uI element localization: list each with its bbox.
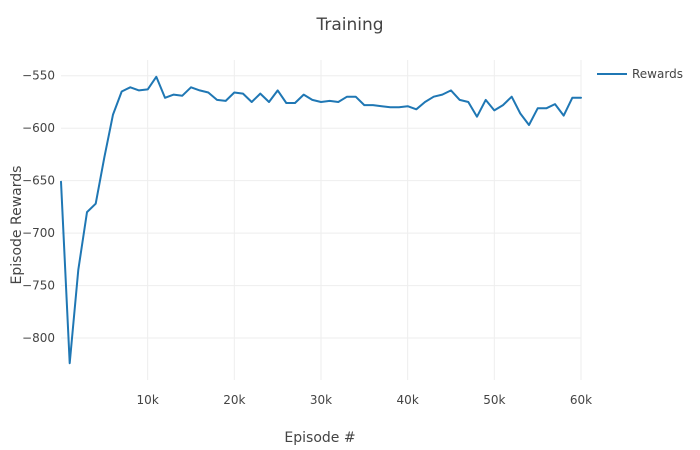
x-tick-label: 50k xyxy=(483,393,505,407)
x-tick-label: 20k xyxy=(223,393,245,407)
y-tick-label: −650 xyxy=(22,174,55,188)
y-tick-label: −800 xyxy=(22,331,55,345)
chart-title: Training xyxy=(315,15,383,35)
y-axis-ticks: −800 −750 −700 −650 −600 −550 xyxy=(22,69,55,345)
legend[interactable]: Rewards xyxy=(597,67,683,81)
legend-label: Rewards xyxy=(632,67,683,81)
x-tick-label: 30k xyxy=(310,393,332,407)
series-layer xyxy=(60,75,582,365)
series-line-rewards xyxy=(60,75,582,365)
y-tick-label: −700 xyxy=(22,226,55,240)
x-tick-label: 60k xyxy=(570,393,592,407)
x-tick-label: 10k xyxy=(137,393,159,407)
x-tick-label: 40k xyxy=(397,393,419,407)
y-axis-label: Episode Rewards xyxy=(9,166,25,285)
x-axis-ticks: 10k 20k 30k 40k 50k 60k xyxy=(137,393,593,407)
y-tick-label: −550 xyxy=(22,69,55,83)
y-tick-label: −600 xyxy=(22,121,55,135)
y-tick-label: −750 xyxy=(22,279,55,293)
x-axis-label: Episode # xyxy=(284,430,355,446)
gridlines xyxy=(61,60,582,380)
